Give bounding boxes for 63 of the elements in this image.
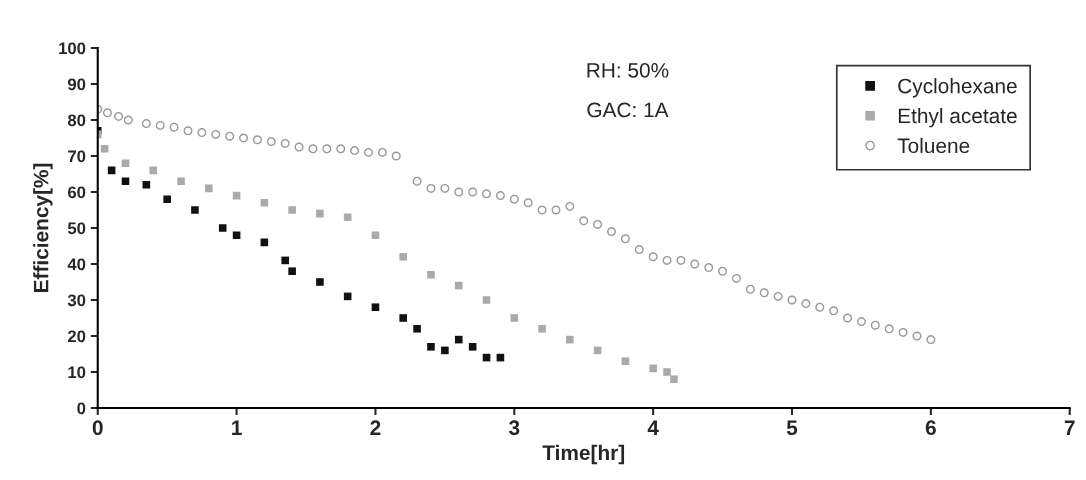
point: [413, 325, 421, 333]
y-tick-label: 0: [77, 402, 86, 415]
point: [663, 368, 671, 376]
point: [538, 325, 546, 333]
point: [281, 256, 289, 265]
point: [468, 343, 477, 351]
point: [288, 267, 296, 275]
y-axis-title: Efficiency[%]: [33, 163, 53, 293]
point: [427, 343, 435, 351]
point: [343, 213, 352, 221]
y-tick-label: 10: [68, 366, 86, 379]
point: [218, 224, 227, 232]
x-tick-label: 5: [786, 420, 798, 436]
point: [163, 195, 171, 203]
point: [316, 278, 324, 286]
y-tick-label: 60: [68, 186, 86, 199]
point: [399, 314, 408, 322]
x-tick-label: 3: [508, 420, 520, 436]
x-tick-label: 2: [370, 420, 381, 435]
y-tick-label: 50: [67, 222, 86, 235]
point: [149, 166, 158, 175]
point: [441, 346, 449, 355]
legend-label: Cyclohexane: [898, 78, 1017, 98]
point: [232, 231, 241, 239]
point: [482, 296, 491, 304]
y-tick-label: 100: [59, 42, 86, 55]
point: [649, 364, 657, 373]
point: [205, 184, 213, 193]
y-tick-label: 80: [67, 114, 86, 127]
point: [288, 206, 296, 214]
point: [621, 357, 630, 365]
annotation: GAC: 1A: [587, 102, 669, 118]
x-tick-label: 7: [1064, 420, 1075, 435]
point: [427, 271, 435, 279]
point: [260, 199, 269, 207]
point: [454, 281, 463, 290]
point: [371, 231, 380, 239]
point: [121, 177, 130, 185]
x-tick-label: 4: [647, 420, 659, 435]
x-tick-label: 6: [925, 420, 936, 436]
legend-label: Ethyl acetate: [898, 107, 1017, 128]
point: [510, 314, 519, 322]
point: [121, 159, 130, 167]
y-tick-label: 30: [67, 294, 86, 307]
point: [566, 335, 574, 344]
x-axis-title: Time[hr]: [542, 444, 625, 465]
annotation: RH: 50%: [587, 62, 669, 78]
y-tick-label: 20: [67, 330, 86, 343]
y-tick-label: 90: [67, 78, 86, 91]
point: [142, 181, 151, 189]
point: [191, 206, 199, 214]
legend-label: Toluene: [897, 137, 970, 154]
point: [670, 375, 678, 383]
point: [177, 177, 185, 185]
y-tick-label: 40: [67, 258, 86, 271]
y-tick-label: 70: [68, 150, 86, 163]
point: [371, 303, 380, 311]
x-tick-label: 1: [232, 420, 242, 435]
point: [316, 209, 324, 218]
point: [399, 253, 408, 261]
point: [454, 335, 463, 344]
point: [100, 145, 109, 153]
x-tick-label: 0: [92, 420, 103, 436]
